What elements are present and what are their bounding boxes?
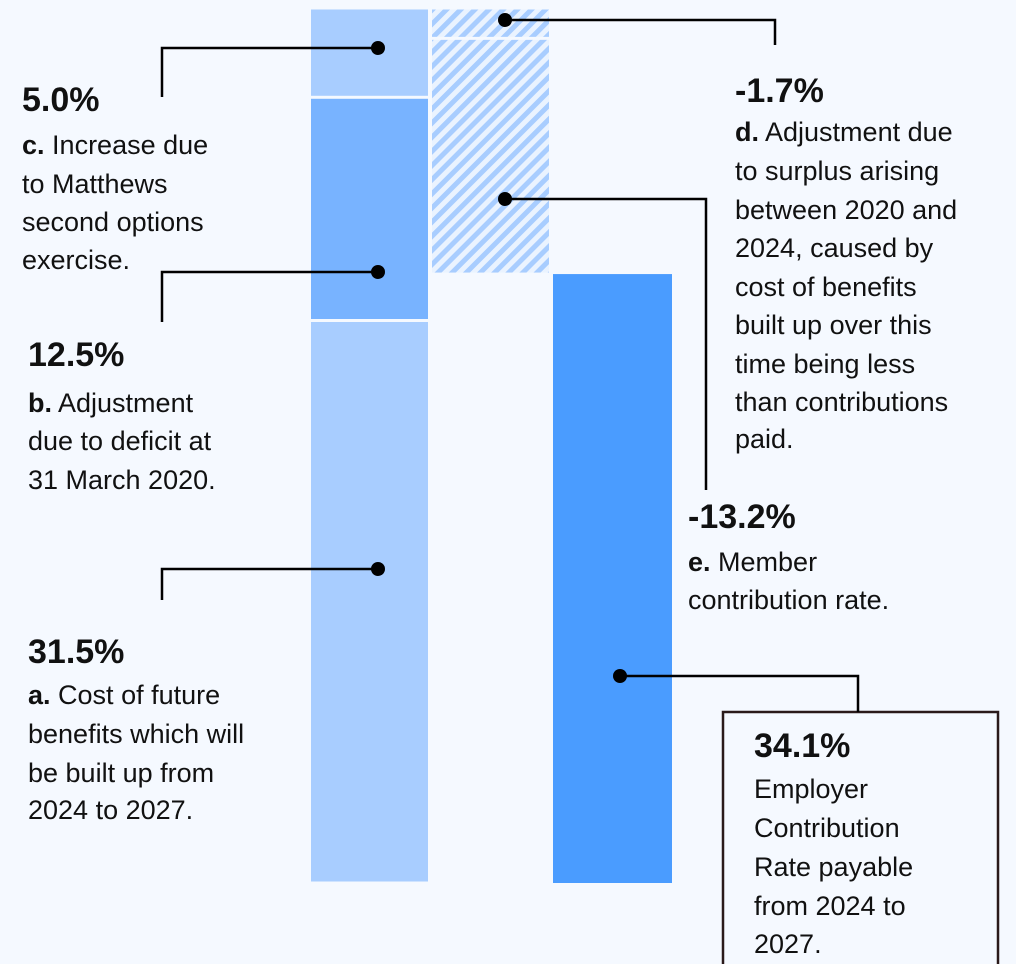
description-line: Employer <box>754 774 868 804</box>
value-label: 5.0% <box>22 81 100 119</box>
description: 2024 to 2027. <box>28 795 193 825</box>
description: Rate payable <box>754 852 913 882</box>
connector-dot <box>371 562 385 576</box>
description: cost of benefits <box>735 272 917 302</box>
connector <box>160 567 378 600</box>
description: second options <box>22 207 204 237</box>
connector-dot <box>498 13 512 27</box>
bar-segment <box>311 98 428 320</box>
description: due to deficit at <box>28 426 212 456</box>
description-line: to surplus arising <box>735 156 939 186</box>
total-bar <box>553 274 672 884</box>
description-line: cost of benefits <box>735 272 917 302</box>
bar-segment <box>311 322 428 882</box>
description: to Matthews <box>22 169 168 199</box>
description-line: Adjustment <box>58 388 194 418</box>
description: a. Cost of future <box>28 680 220 710</box>
connector-dot <box>498 192 512 206</box>
letter: a. <box>28 680 51 710</box>
description: b. Adjustment <box>28 388 194 418</box>
description-line: 2027. <box>754 929 822 959</box>
description-line: Adjustment due <box>765 117 953 147</box>
description-line: paid. <box>735 424 794 454</box>
connector <box>505 18 777 45</box>
description-line: exercise. <box>22 245 130 275</box>
value-label: -13.2% <box>688 498 796 536</box>
bar-segment <box>432 39 549 273</box>
value-label: 12.5% <box>28 336 124 374</box>
total-box <box>721 710 1000 964</box>
description: between 2020 and <box>735 195 957 225</box>
description: 31 March 2020. <box>28 465 216 495</box>
description: 2024, caused by <box>735 233 934 263</box>
description-line: Rate payable <box>754 852 913 882</box>
description: exercise. <box>22 245 130 275</box>
description-line: Contribution <box>754 813 900 843</box>
bar-segment <box>311 9 428 96</box>
description-line: Increase due <box>52 130 208 160</box>
connector <box>620 674 860 712</box>
description-line: second options <box>22 207 204 237</box>
value-label: 34.1% <box>754 727 850 765</box>
description: time being less <box>735 349 915 379</box>
connector <box>160 46 378 97</box>
description: be built up from <box>28 758 214 788</box>
connector-dot <box>371 41 385 55</box>
description: e. Member <box>688 547 817 577</box>
description: contribution rate. <box>688 585 889 615</box>
bar-segment <box>432 9 549 37</box>
connector <box>160 270 378 322</box>
connector <box>505 197 708 490</box>
description: Contribution <box>754 813 900 843</box>
description-line: than contributions <box>735 387 948 417</box>
description: paid. <box>735 424 794 454</box>
description-line: 2024 to 2027. <box>28 795 193 825</box>
letter: e. <box>688 547 711 577</box>
letter: d. <box>735 117 759 147</box>
description: built up over this <box>735 310 932 340</box>
description-line: Member <box>718 547 817 577</box>
description-line: be built up from <box>28 758 214 788</box>
description: to surplus arising <box>735 156 939 186</box>
description: benefits which will <box>28 719 244 749</box>
description-line: from 2024 to <box>754 891 906 921</box>
description: 2027. <box>754 929 822 959</box>
description-line: time being less <box>735 349 915 379</box>
connector-dot <box>613 669 627 683</box>
letter: b. <box>28 388 52 418</box>
description-line: built up over this <box>735 310 932 340</box>
value-label: 31.5% <box>28 633 124 671</box>
description-line: 31 March 2020. <box>28 465 216 495</box>
description: Employer <box>754 774 868 804</box>
description-line: 2024, caused by <box>735 233 934 263</box>
description-line: contribution rate. <box>688 585 889 615</box>
description-line: between 2020 and <box>735 195 957 225</box>
description-line: due to deficit at <box>28 426 212 456</box>
description: c. Increase due <box>22 130 208 160</box>
value-label: -1.7% <box>735 72 824 110</box>
letter: c. <box>22 130 45 160</box>
description-line: benefits which will <box>28 719 244 749</box>
connector-dot <box>371 265 385 279</box>
description-line: Cost of future <box>58 680 220 710</box>
description: than contributions <box>735 387 948 417</box>
description: from 2024 to <box>754 891 906 921</box>
description: d. Adjustment due <box>735 117 953 147</box>
description-line: to Matthews <box>22 169 168 199</box>
